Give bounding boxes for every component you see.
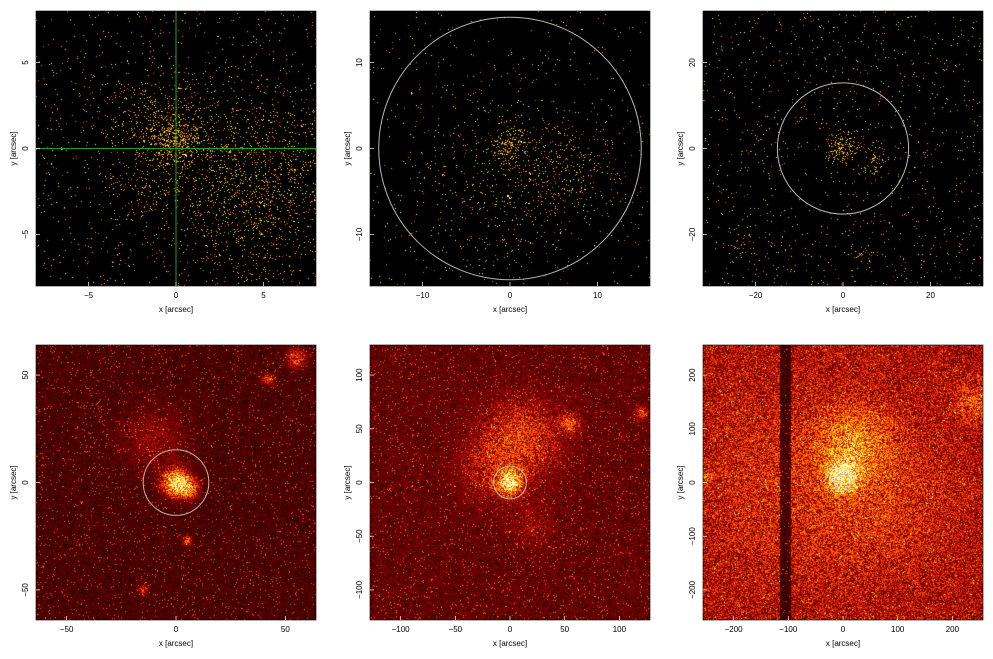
y-tick-label: 0 bbox=[355, 480, 364, 485]
y-tick-label: −10 bbox=[355, 227, 364, 241]
y-tick-label: 50 bbox=[355, 424, 364, 433]
x-tick-label: 0 bbox=[841, 291, 846, 300]
x-tick-label: 0 bbox=[174, 291, 179, 300]
y-tick-label: 20 bbox=[688, 58, 697, 67]
x-tick-label: 50 bbox=[281, 625, 290, 634]
xray-image bbox=[703, 345, 983, 620]
xray-image bbox=[370, 345, 650, 620]
x-tick-label: −5 bbox=[84, 291, 94, 300]
y-tick-label: 0 bbox=[21, 480, 30, 485]
panel-1: −5 0 5 −5 0 5 x [arcsec] y [arcsec] bbox=[9, 10, 317, 314]
y-tick-label: 50 bbox=[21, 370, 30, 379]
x-tick-label: −200 bbox=[725, 625, 744, 634]
y-tick-label: 100 bbox=[355, 368, 364, 382]
x-axis-label: x [arcsec] bbox=[826, 639, 860, 648]
x-tick-label: 50 bbox=[560, 625, 569, 634]
x-tick-label: 5 bbox=[261, 291, 266, 300]
x-tick-label: 0 bbox=[508, 291, 513, 300]
y-tick-label: 0 bbox=[688, 146, 697, 151]
y-axis-label: y [arcsec] bbox=[9, 131, 18, 165]
x-tick-label: 20 bbox=[926, 291, 935, 300]
x-axis-label: x [arcsec] bbox=[493, 305, 527, 314]
y-tick-label: −20 bbox=[688, 227, 697, 241]
y-axis-label: y [arcsec] bbox=[343, 465, 352, 499]
panel-3: −20 0 20 −20 0 20 x [arcsec] y [arcsec] bbox=[676, 10, 984, 314]
x-tick-label: 100 bbox=[613, 625, 627, 634]
panel-5: −100 −50 0 50 100 −100 −50 0 50 100 x [arcsec] y [a… bbox=[343, 344, 651, 648]
x-tick-label: 10 bbox=[593, 291, 602, 300]
y-tick-label: 100 bbox=[688, 422, 697, 436]
x-tick-label: −50 bbox=[60, 625, 74, 634]
x-tick-label: 100 bbox=[891, 625, 905, 634]
x-tick-label: 0 bbox=[174, 625, 179, 634]
x-axis-label: x [arcsec] bbox=[159, 639, 193, 648]
y-tick-label: 0 bbox=[355, 146, 364, 151]
y-tick-label: 0 bbox=[688, 480, 697, 485]
y-axis-label: y [arcsec] bbox=[676, 465, 685, 499]
y-tick-label: 200 bbox=[688, 368, 697, 382]
y-tick-label: −200 bbox=[688, 580, 697, 599]
y-tick-label: −100 bbox=[355, 580, 364, 599]
panel-6: −200 −100 0 100 200 −200 −100 0 100 200 x [arcsec]… bbox=[676, 344, 984, 648]
panel-4: −50 0 50 −50 0 50 x [arcsec] y [arcsec] bbox=[9, 344, 317, 648]
extraction-circle bbox=[378, 16, 642, 281]
extraction-circle bbox=[493, 465, 527, 500]
xray-image bbox=[703, 11, 983, 286]
x-tick-label: −100 bbox=[779, 625, 798, 634]
y-tick-label: −50 bbox=[355, 529, 364, 543]
panel-2: −10 0 10 −10 0 10 x [arcsec] y [arcsec] bbox=[343, 10, 651, 314]
x-tick-label: −20 bbox=[749, 291, 763, 300]
y-tick-label: −5 bbox=[21, 229, 30, 239]
y-tick-label: −100 bbox=[688, 527, 697, 546]
x-axis-label: x [arcsec] bbox=[159, 305, 193, 314]
xray-image bbox=[36, 345, 316, 620]
extraction-circle bbox=[776, 82, 910, 215]
x-tick-label: 200 bbox=[946, 625, 960, 634]
x-tick-label: −100 bbox=[392, 625, 411, 634]
x-tick-label: −10 bbox=[416, 291, 430, 300]
xray-image bbox=[370, 11, 650, 286]
y-tick-label: 0 bbox=[21, 146, 30, 151]
x-axis-label: x [arcsec] bbox=[493, 639, 527, 648]
extraction-circle bbox=[142, 449, 210, 516]
y-tick-label: 10 bbox=[355, 58, 364, 67]
y-tick-label: 5 bbox=[21, 60, 30, 65]
x-axis-label: x [arcsec] bbox=[826, 305, 860, 314]
x-tick-label: −50 bbox=[449, 625, 463, 634]
y-axis-label: y [arcsec] bbox=[676, 131, 685, 165]
x-tick-label: 0 bbox=[841, 625, 846, 634]
y-axis-label: y [arcsec] bbox=[9, 465, 18, 499]
x-tick-label: 0 bbox=[508, 625, 513, 634]
y-axis-label: y [arcsec] bbox=[343, 131, 352, 165]
extraction-circle bbox=[834, 473, 852, 492]
y-tick-label: −50 bbox=[21, 583, 30, 597]
